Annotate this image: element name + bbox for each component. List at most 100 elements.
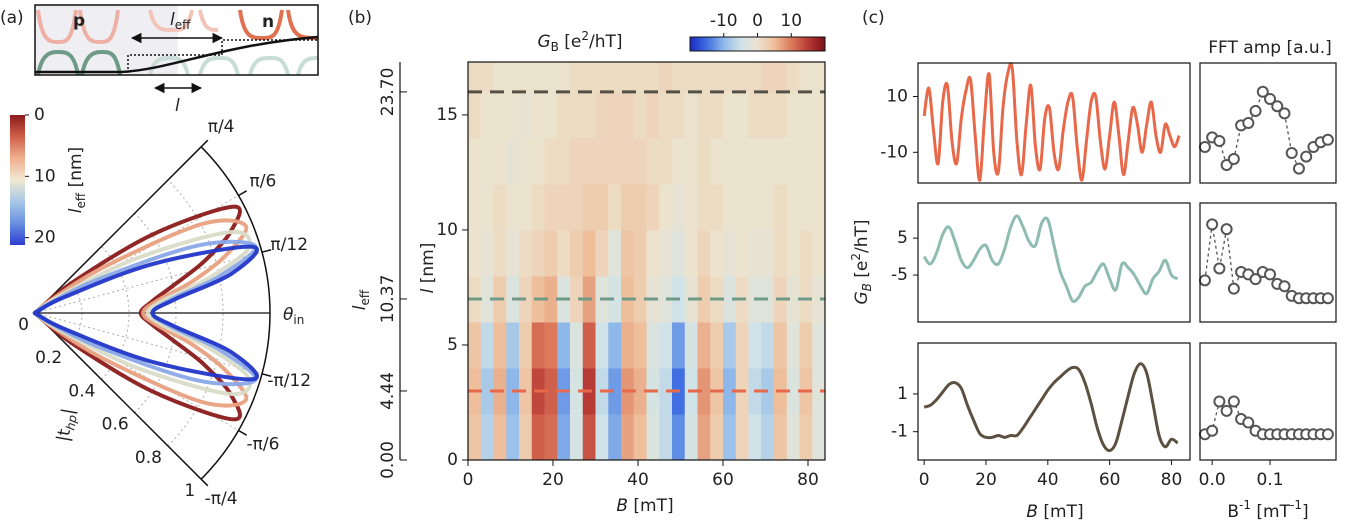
r-tick-label: 0.8 — [135, 448, 162, 468]
text: /hT] — [589, 32, 623, 52]
text: eff — [74, 192, 88, 208]
heat-cell — [659, 183, 673, 231]
heat-cell — [608, 413, 622, 460]
heat-cell — [672, 183, 686, 231]
heat-cell — [621, 413, 635, 460]
heat-cell — [659, 91, 673, 139]
heat-cell — [710, 91, 724, 139]
heat-cell — [570, 413, 584, 460]
heat-cell — [544, 229, 558, 277]
heat-cell — [646, 183, 660, 231]
heat-cell — [519, 62, 533, 93]
heat-cell — [506, 137, 520, 185]
y2-tick-label: 23.70 — [378, 68, 398, 117]
y2-tick-label: 10.37 — [378, 275, 398, 324]
heat-cell — [595, 413, 609, 460]
heat-cell — [710, 183, 724, 231]
fft-point — [1249, 105, 1262, 117]
theta-tick — [200, 478, 209, 487]
heat-cell — [697, 137, 711, 185]
heat-cell — [812, 62, 825, 93]
heat-cell — [646, 321, 660, 369]
theta-tick-label: π/4 — [208, 117, 235, 137]
data-line — [923, 362, 1179, 453]
colorbar-title: GB [e2/hT] — [537, 29, 622, 54]
x-tick-label: 0.0 — [1199, 470, 1226, 490]
y-tick-label: 15 — [436, 105, 458, 125]
x-tick-label: 60 — [712, 470, 734, 490]
heat-cell — [646, 413, 660, 460]
heat-cell — [531, 413, 545, 460]
label-leff: leff — [170, 10, 191, 32]
fft-title: FFT amp [a.u.] — [1208, 38, 1331, 58]
fft-point — [1198, 141, 1211, 153]
well-p — [36, 9, 120, 45]
y-tick-label: -1 — [891, 422, 908, 442]
heat-cell — [493, 62, 507, 93]
heat-cell — [735, 91, 749, 139]
heat-cell — [480, 183, 494, 231]
polar-curve — [32, 244, 259, 382]
heat-cell — [659, 229, 673, 277]
heat-cell — [480, 413, 494, 460]
heat-cell — [799, 91, 813, 139]
heat-cell — [633, 413, 647, 460]
heat-cell — [557, 137, 571, 185]
heat-cell — [608, 91, 622, 139]
heat-cell — [748, 183, 762, 231]
heat-cell — [786, 321, 800, 369]
heat-cell — [480, 275, 494, 323]
fft-point — [1213, 135, 1226, 147]
text: B — [1026, 502, 1038, 522]
heat-cell — [582, 91, 596, 139]
fft-line — [1204, 224, 1328, 299]
heat-cell — [748, 62, 762, 93]
heat-cell — [468, 321, 482, 369]
heat-cell — [672, 321, 686, 369]
x-tick-label: 0 — [463, 470, 474, 490]
heat-cell — [735, 183, 749, 231]
heat-cell — [595, 183, 609, 231]
heat-cell — [633, 229, 647, 277]
text: B — [551, 40, 559, 54]
theta-tick-label: -π/12 — [267, 371, 311, 391]
schematic: p n leff l — [34, 4, 319, 116]
text: l — [66, 208, 86, 213]
fft-point — [1321, 133, 1334, 146]
heat-cell — [531, 229, 545, 277]
well-mid — [148, 9, 219, 33]
grid-ray — [34, 251, 263, 314]
heat-cell — [557, 229, 571, 277]
theta-tick-label: -π/6 — [246, 435, 279, 455]
y2-tick-label: 0.00 — [378, 441, 398, 479]
heat-cell — [786, 183, 800, 231]
heat-cell — [493, 229, 507, 277]
data-line — [922, 62, 1181, 182]
heat-cell — [812, 413, 825, 460]
heat-cell — [761, 183, 775, 231]
label-n: n — [262, 12, 274, 32]
heat-cell — [608, 229, 622, 277]
potential — [35, 35, 319, 74]
y-tick-label: 5 — [897, 228, 908, 248]
heat-cell — [812, 229, 825, 277]
heat-cell — [735, 321, 749, 369]
step — [35, 39, 318, 73]
heat-cell — [519, 229, 533, 277]
heat-cell — [582, 413, 596, 460]
heat-cell — [697, 321, 711, 369]
fft-point — [1285, 147, 1298, 159]
fft-point — [1278, 107, 1291, 120]
heat-cell — [799, 229, 813, 277]
plot-frame — [1199, 342, 1337, 461]
heat-cell — [812, 183, 825, 231]
heat-cell — [544, 62, 558, 93]
y-tick-label: 5 — [447, 335, 458, 355]
heat-cell — [468, 137, 482, 185]
heat-cell — [493, 413, 507, 460]
heat-cell — [646, 62, 660, 93]
heat-cell — [684, 229, 698, 277]
heat-cell — [570, 321, 584, 369]
heat-cell — [570, 275, 584, 323]
text: /hT] — [852, 219, 872, 253]
